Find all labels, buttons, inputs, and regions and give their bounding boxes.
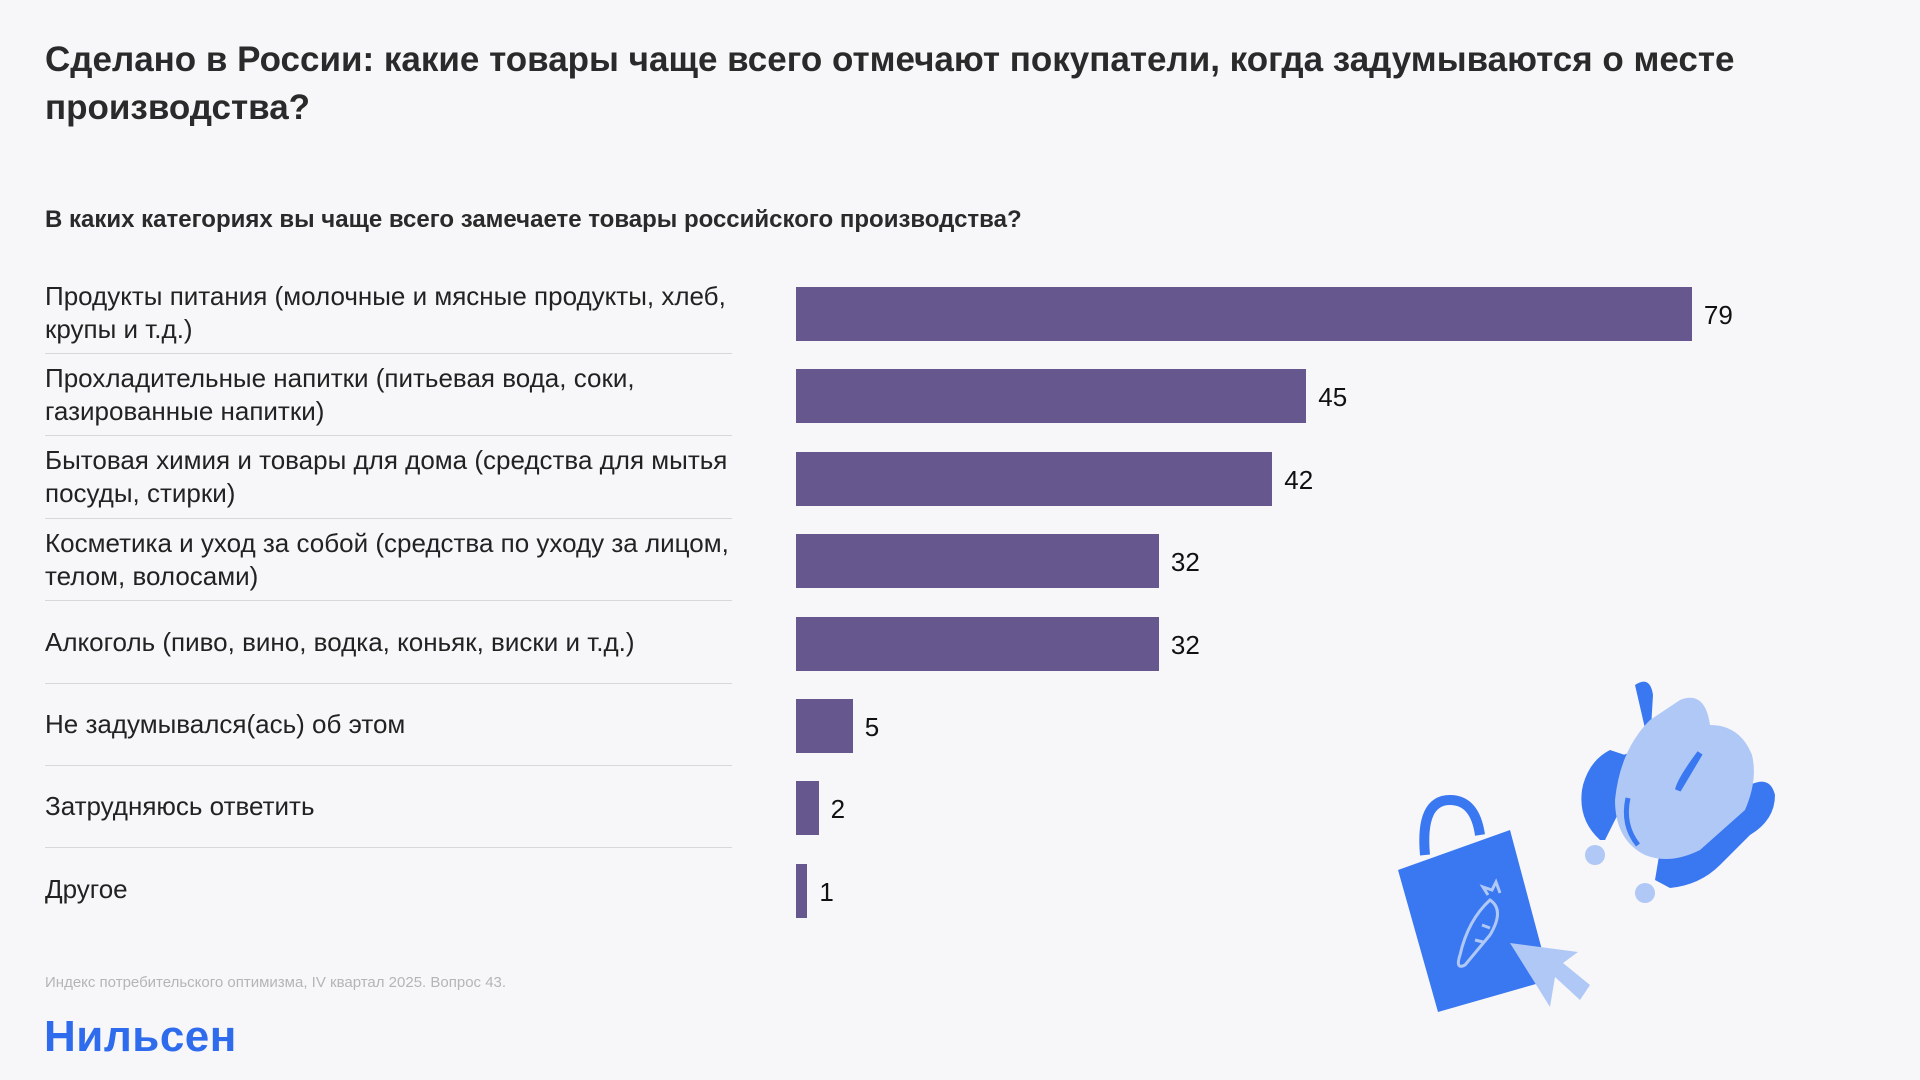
shopping-bag-icon bbox=[1398, 794, 1550, 1012]
value-label: 45 bbox=[1318, 382, 1348, 413]
bar bbox=[796, 369, 1307, 424]
category-row: Прохладительные напитки (питьевая вода, … bbox=[45, 354, 732, 437]
category-row: Затрудняюсь ответить bbox=[45, 766, 732, 849]
bar bbox=[796, 699, 853, 753]
nielsen-logo: Нильсен bbox=[44, 1012, 237, 1061]
chart-question: В каких категориях вы чаще всего замечае… bbox=[45, 206, 1022, 233]
category-label: Алкоголь (пиво, вино, водка, коньяк, вис… bbox=[45, 626, 635, 657]
bar bbox=[796, 863, 808, 918]
value-label: 5 bbox=[864, 712, 880, 742]
category-label: Прохладительные напитки (питьевая вода, … bbox=[45, 362, 635, 426]
value-label: 1 bbox=[819, 876, 834, 907]
category-label: Косметика и уход за собой (средства по у… bbox=[45, 527, 729, 591]
cursor-icon bbox=[1510, 943, 1590, 1007]
category-label: Не задумывался(ась) об этом bbox=[45, 709, 406, 739]
value-label: 32 bbox=[1170, 629, 1200, 660]
source-footnote: Индекс потребительского оптимизма, IV кв… bbox=[45, 974, 507, 991]
value-label: 79 bbox=[1703, 300, 1733, 330]
category-label: Продукты питания (молочные и мясные прод… bbox=[45, 280, 726, 344]
bar bbox=[796, 781, 819, 836]
shopping-illustration bbox=[1398, 681, 1775, 1012]
category-label: Бытовая химия и товары для дома (средств… bbox=[45, 445, 728, 509]
category-row: Продукты питания (молочные и мясные прод… bbox=[45, 272, 732, 354]
bar bbox=[796, 534, 1159, 589]
category-label: Другое bbox=[45, 874, 128, 905]
value-label: 2 bbox=[830, 794, 846, 825]
category-row: Другое bbox=[45, 849, 732, 931]
carrot-icon bbox=[1456, 878, 1502, 968]
category-row: Косметика и уход за собой (средства по у… bbox=[45, 519, 732, 602]
bar bbox=[796, 616, 1159, 671]
category-row: Бытовая химия и товары для дома (средств… bbox=[45, 437, 732, 519]
bar bbox=[796, 451, 1273, 506]
chicken-icon bbox=[1581, 681, 1775, 903]
bar bbox=[796, 287, 1692, 341]
value-label: 32 bbox=[1170, 547, 1200, 578]
page-title: Сделано в России: какие товары чаще всег… bbox=[45, 40, 1735, 127]
category-row: Алкоголь (пиво, вино, водка, коньяк, вис… bbox=[45, 602, 732, 684]
value-label: 42 bbox=[1284, 464, 1314, 495]
category-label: Затрудняюсь ответить bbox=[45, 791, 315, 822]
category-row: Не задумывался(ась) об этом bbox=[45, 684, 732, 766]
